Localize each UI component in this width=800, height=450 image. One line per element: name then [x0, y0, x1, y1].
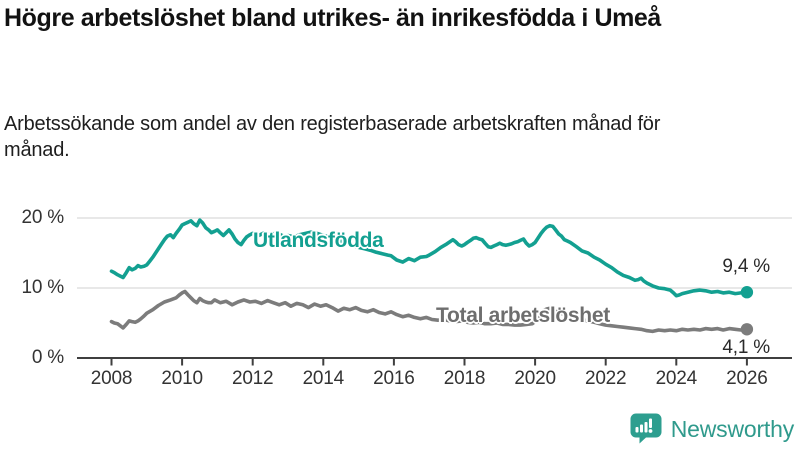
- series-line-0: [109, 218, 749, 298]
- series-label-utlandsfodda: Utlandsfödda: [253, 229, 384, 252]
- y-axis-label: 0 %: [31, 347, 64, 368]
- newsworthy-wordmark: Newsworthy: [670, 415, 794, 442]
- series-end-dot-1: [740, 323, 754, 336]
- x-axis-label: 2018: [443, 368, 486, 389]
- x-axis-label: 2014: [302, 368, 345, 389]
- x-axis-label: 2026: [726, 368, 768, 389]
- x-axis-label: 2022: [584, 368, 627, 389]
- y-axis-label: 10 %: [21, 277, 64, 298]
- y-axis-label: 20 %: [21, 207, 64, 228]
- end-value-label-utlandsfodda: 9,4 %: [722, 256, 770, 277]
- series-line-1: [109, 289, 749, 334]
- x-axis-label: 2016: [373, 368, 415, 389]
- series-end-dot-0: [740, 286, 754, 299]
- end-value-label-total: 4,1 %: [722, 337, 770, 358]
- x-axis-label: 2008: [90, 368, 133, 389]
- bar-chart-speech-bubble-icon: [629, 412, 663, 446]
- page-title: Högre arbetslöshet bland utrikes- än inr…: [4, 4, 661, 32]
- page-subtitle: Arbetssökande som andel av den registerb…: [4, 113, 661, 161]
- x-axis-label: 2020: [514, 368, 556, 389]
- x-axis-label: 2010: [161, 368, 203, 389]
- newsworthy-logo[interactable]: Newsworthy: [629, 411, 794, 447]
- x-axis-label: 2024: [655, 368, 698, 389]
- x-axis-label: 2012: [231, 368, 274, 389]
- series-label-total-arbetsloshet: Total arbetslöshet: [436, 304, 610, 327]
